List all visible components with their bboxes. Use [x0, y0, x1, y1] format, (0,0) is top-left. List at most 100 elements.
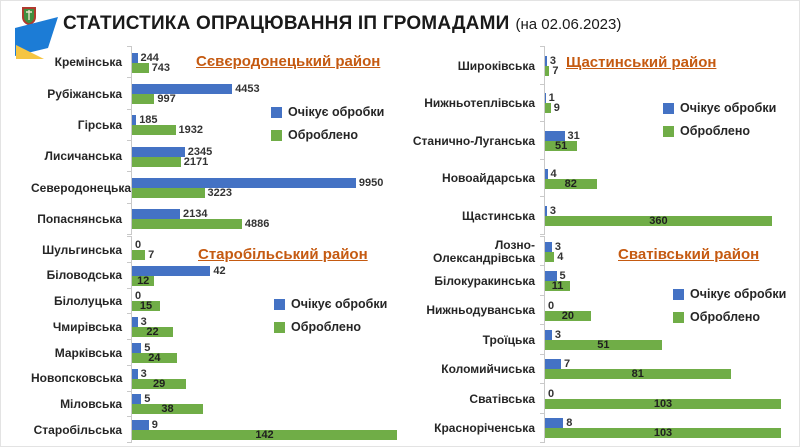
bar-line: 31 [545, 130, 796, 141]
chart-shchastynskyi-raion: Широківська 3 7 Нижньотеплівська 1 9 Станично-… [401, 46, 796, 235]
pending-bar [132, 115, 137, 126]
category-bars: 2345 2171 [127, 139, 401, 173]
legend-item: Оброблено [673, 310, 786, 324]
category-label: Білокуракинська [434, 273, 535, 288]
legend-item: Очікує обробки [673, 287, 786, 301]
processed-bar [545, 428, 781, 439]
pending-bar [545, 93, 546, 104]
bar-line: 12 [132, 274, 411, 287]
category-bars: 3 22 [127, 313, 411, 340]
bar-line: 5 [132, 342, 411, 353]
bar-line: 9 [545, 103, 796, 114]
category-label: Міловська [60, 397, 122, 412]
processed-bar [132, 275, 155, 286]
bar-line: 1932 [132, 125, 401, 136]
category-row: Сватівська 0 103 [401, 383, 796, 414]
category-row: Рубіжанська 4453 997 [31, 77, 401, 110]
bar-line: 103 [545, 398, 796, 409]
category-bars: 3 29 [127, 364, 411, 392]
value-label: 3 [140, 367, 147, 380]
category-row: Новопсковська 3 29 [31, 364, 411, 392]
value-label: 743 [151, 61, 171, 74]
category-row: Новоайдарська 4 82 [401, 158, 796, 198]
legend-label: Очікує обробки [680, 101, 777, 115]
value-label: 5 [144, 393, 151, 406]
rows: Широківська 3 7 Нижньотеплівська 1 9 Станично-… [401, 46, 796, 235]
pending-bar [132, 394, 142, 405]
category-row: Біловодська 42 12 [31, 261, 411, 289]
category-label: Щастинська [462, 208, 535, 223]
bar-line: 3223 [132, 187, 401, 198]
value-label: 7 [148, 248, 155, 261]
category-bars: 5 11 [540, 265, 796, 296]
value-label: 142 [255, 429, 274, 442]
category-label: Марківська [54, 345, 122, 360]
bar-line: 2171 [132, 156, 401, 167]
value-label: 103 [653, 427, 673, 440]
category-row: Широківська 3 7 [401, 46, 796, 85]
processed-bar [132, 125, 176, 136]
category-label: Коломийчиська [441, 362, 535, 377]
bar-line: 142 [132, 429, 411, 442]
category-label: Красноріченська [434, 420, 535, 435]
bar-line: 81 [545, 368, 796, 381]
legend-label: Очікує обробки [291, 297, 388, 311]
category-bars: 5 38 [127, 390, 411, 418]
legend: Очікує обробки Оброблено [274, 297, 387, 334]
value-label: 82 [564, 177, 577, 190]
category-label: Новопсковська [31, 371, 123, 386]
value-label: 360 [649, 215, 668, 228]
category-label: Попаснянська [37, 212, 122, 226]
pending-bar [545, 55, 547, 66]
category-bars: 4 82 [540, 158, 796, 198]
bar-line: 7 [132, 248, 411, 261]
value-label: 0 [135, 290, 142, 303]
bar-line: 3 [132, 317, 411, 328]
category-row: Красноріченська 8 103 [401, 412, 796, 444]
pending-bar [132, 83, 233, 94]
bar-line: 5 [545, 271, 796, 282]
value-label: 2134 [183, 208, 208, 221]
legend-item: Очікує обробки [271, 105, 384, 119]
pending-bar [545, 206, 547, 217]
processed-bar [132, 327, 174, 338]
value-label: 9 [151, 419, 158, 432]
category-bars: 0 103 [540, 383, 796, 414]
category-label: Широківська [457, 58, 535, 73]
processed-bar [545, 140, 578, 151]
value-label: 11 [551, 280, 564, 293]
value-label: 15 [139, 300, 153, 313]
category-row: Попаснянська 2134 4886 [31, 202, 401, 236]
bar-line: 82 [545, 177, 796, 190]
bar-line: 38 [132, 404, 411, 415]
processed-swatch-icon [673, 311, 684, 323]
pending-swatch-icon [673, 288, 684, 300]
processed-bar [545, 216, 772, 227]
pending-bar [545, 241, 552, 252]
category-bars: 185 1932 [127, 108, 401, 141]
processed-bar [545, 103, 551, 114]
value-label: 81 [631, 368, 644, 381]
processed-bar [132, 219, 242, 230]
chart-sievierodonetskyi-raion: Кремінська 244 743 Рубіжанська 4453 997 Гірськ… [31, 45, 401, 236]
bar-line: 2345 [132, 146, 401, 157]
value-label: 12 [137, 274, 150, 287]
bar-line: 9 [132, 419, 411, 432]
processed-bar [545, 251, 555, 262]
value-label: 22 [146, 326, 159, 339]
category-bars: 8 103 [540, 412, 796, 444]
legend-label: Оброблено [288, 128, 359, 142]
category-bars: 2134 4886 [127, 202, 401, 236]
category-row: Нижньодуванська 0 20 [401, 294, 796, 326]
category-label: Рубіжанська [47, 86, 122, 101]
pending-bar [545, 271, 557, 282]
value-label: 0 [548, 299, 555, 312]
value-label: 0 [135, 238, 142, 251]
category-row: Щастинська 3 360 [401, 196, 796, 235]
pending-bar [545, 359, 561, 370]
processed-swatch-icon [663, 125, 674, 137]
value-label: 3 [554, 328, 562, 341]
category-row: Старобільська 9 142 [31, 416, 411, 443]
category-bars: 244 743 [127, 45, 401, 79]
